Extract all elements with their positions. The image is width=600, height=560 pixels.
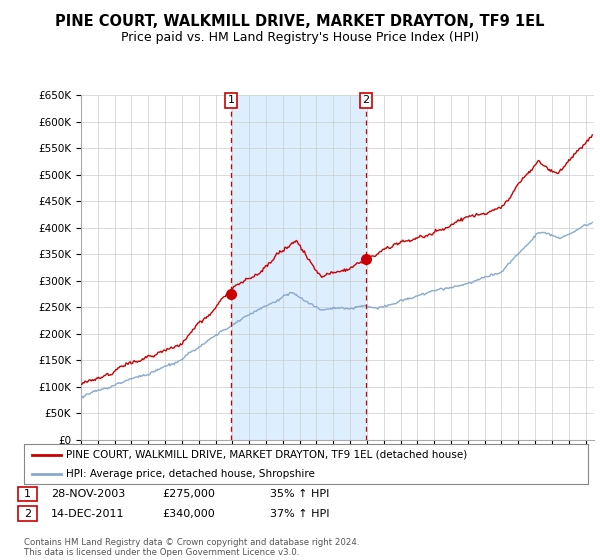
Text: PINE COURT, WALKMILL DRIVE, MARKET DRAYTON, TF9 1EL (detached house): PINE COURT, WALKMILL DRIVE, MARKET DRAYT… xyxy=(66,450,467,460)
Text: 1: 1 xyxy=(24,489,31,499)
Bar xyxy=(231,95,366,440)
Text: 2: 2 xyxy=(362,96,370,105)
Text: 37% ↑ HPI: 37% ↑ HPI xyxy=(270,508,329,519)
Text: 1: 1 xyxy=(227,96,235,105)
Text: HPI: Average price, detached house, Shropshire: HPI: Average price, detached house, Shro… xyxy=(66,469,315,479)
Text: 35% ↑ HPI: 35% ↑ HPI xyxy=(270,489,329,499)
Text: £275,000: £275,000 xyxy=(162,489,215,499)
Text: 14-DEC-2011: 14-DEC-2011 xyxy=(51,508,125,519)
Text: 2: 2 xyxy=(24,508,31,519)
Text: Price paid vs. HM Land Registry's House Price Index (HPI): Price paid vs. HM Land Registry's House … xyxy=(121,31,479,44)
Text: 28-NOV-2003: 28-NOV-2003 xyxy=(51,489,125,499)
Text: £340,000: £340,000 xyxy=(162,508,215,519)
Text: Contains HM Land Registry data © Crown copyright and database right 2024.
This d: Contains HM Land Registry data © Crown c… xyxy=(24,538,359,557)
Text: PINE COURT, WALKMILL DRIVE, MARKET DRAYTON, TF9 1EL: PINE COURT, WALKMILL DRIVE, MARKET DRAYT… xyxy=(55,14,545,29)
